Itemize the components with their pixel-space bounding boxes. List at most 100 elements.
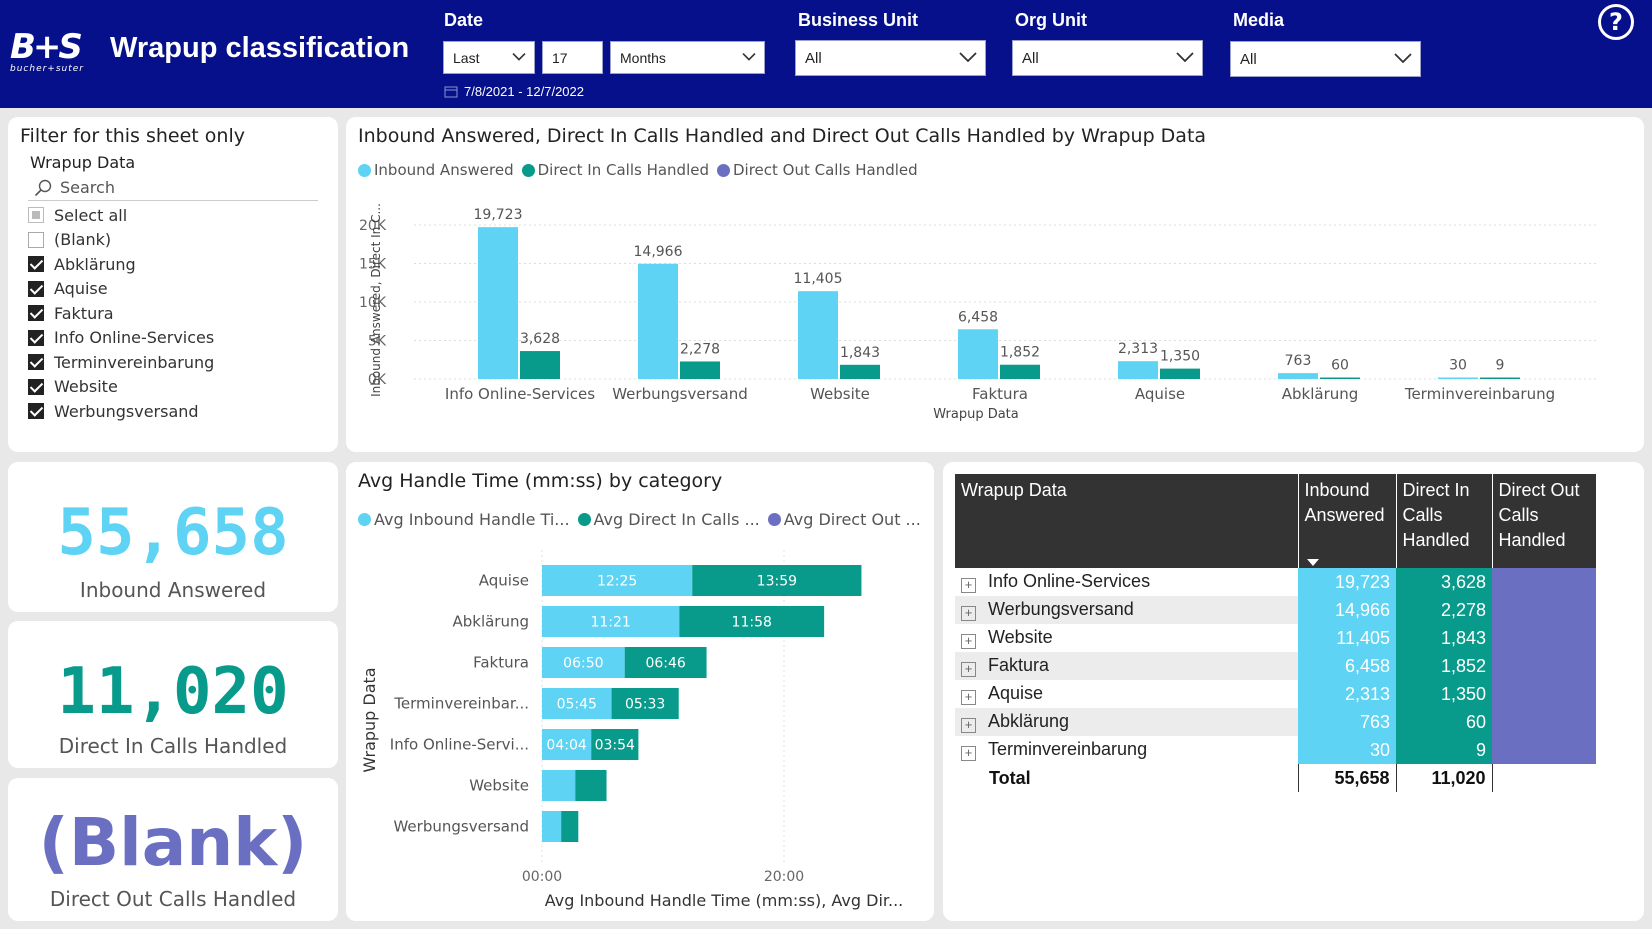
help-icon[interactable]: ? bbox=[1598, 4, 1634, 40]
wrapup-filter-slicer: Filter for this sheet only Wrapup Data S… bbox=[8, 117, 338, 452]
expand-icon[interactable]: + bbox=[961, 746, 976, 761]
slicer-search-input[interactable]: Search bbox=[28, 175, 318, 201]
col-header-direct-in[interactable]: Direct In Calls Handled bbox=[1396, 474, 1493, 568]
bar-segment bbox=[611, 688, 679, 719]
cell-inbound: 14,966 bbox=[1298, 596, 1396, 624]
data-label: 60 bbox=[1331, 358, 1349, 374]
slicer-item-label: Website bbox=[54, 377, 118, 397]
cell-inbound: 30 bbox=[1298, 736, 1396, 764]
expand-icon[interactable]: + bbox=[961, 634, 976, 649]
legend-item-direct-out[interactable]: Direct Out Calls Handled bbox=[717, 161, 918, 179]
data-label: 1,843 bbox=[840, 345, 880, 361]
checkbox[interactable] bbox=[28, 231, 44, 248]
slicer-item-blank[interactable]: (Blank) bbox=[28, 228, 214, 253]
bar-inbound-answered bbox=[638, 263, 678, 379]
legend-dot bbox=[358, 513, 371, 526]
x-tick-label: Website bbox=[810, 385, 870, 403]
page-title: Wrapup classification bbox=[110, 32, 410, 64]
checkbox[interactable] bbox=[28, 280, 44, 297]
logo-subtext: bucher+suter bbox=[10, 64, 85, 74]
media-dropdown[interactable]: All bbox=[1230, 41, 1421, 77]
expand-icon[interactable]: + bbox=[961, 690, 976, 705]
slicer-item-abklarung[interactable]: Abklärung bbox=[28, 252, 214, 277]
slicer-item-label: Faktura bbox=[54, 303, 114, 323]
date-relative-dropdown[interactable]: Last bbox=[443, 41, 535, 74]
checkbox[interactable] bbox=[28, 329, 44, 346]
org-unit-value: All bbox=[1022, 49, 1039, 67]
col-header-direct-out[interactable]: Direct Out Calls Handled bbox=[1492, 474, 1596, 568]
table-row[interactable]: + Abklärung 763 60 bbox=[955, 708, 1596, 736]
expand-icon[interactable]: + bbox=[961, 578, 976, 593]
bar-segment bbox=[542, 811, 562, 842]
cell-direct-out bbox=[1492, 624, 1596, 652]
slicer-item-info-online-services[interactable]: Info Online-Services bbox=[28, 326, 214, 351]
org-unit-dropdown[interactable]: All bbox=[1012, 40, 1203, 76]
cell-direct-out bbox=[1492, 736, 1596, 764]
chart-legend: Avg Inbound Handle Ti... Avg Direct In C… bbox=[358, 510, 921, 529]
data-label: 9 bbox=[1496, 358, 1505, 374]
chevron-down-icon bbox=[512, 52, 526, 61]
bar-segment bbox=[542, 688, 612, 719]
slicer-item-aquise[interactable]: Aquise bbox=[28, 277, 214, 302]
checkbox[interactable] bbox=[28, 256, 44, 273]
kpi-direct-in-calls: 11,020 Direct In Calls Handled bbox=[8, 621, 338, 768]
table-row[interactable]: + Werbungsversand 14,966 2,278 bbox=[955, 596, 1596, 624]
slicer-item-werbungsversand[interactable]: Werbungsversand bbox=[28, 399, 214, 424]
table-row[interactable]: + Aquise 2,313 1,350 bbox=[955, 680, 1596, 708]
expand-icon[interactable]: + bbox=[961, 606, 976, 621]
date-count-input[interactable]: 17 bbox=[542, 41, 603, 74]
legend-item-inbound[interactable]: Inbound Answered bbox=[358, 161, 514, 179]
table-row[interactable]: + Info Online-Services 19,723 3,628 bbox=[955, 568, 1596, 596]
legend-item-avg-inbound[interactable]: Avg Inbound Handle Ti... bbox=[358, 510, 570, 529]
slicer-item-terminvereinbarung[interactable]: Terminvereinbarung bbox=[28, 350, 214, 375]
checkbox[interactable] bbox=[28, 305, 44, 322]
bar-segment bbox=[591, 729, 639, 760]
chevron-down-icon bbox=[742, 52, 756, 61]
slicer-item-website[interactable]: Website bbox=[28, 375, 214, 400]
kpi-direct-out-calls: (Blank) Direct Out Calls Handled bbox=[8, 778, 338, 921]
date-relative-value: Last bbox=[453, 49, 480, 66]
x-tick-label: Faktura bbox=[972, 385, 1028, 403]
table-row[interactable]: + Terminvereinbarung 30 9 bbox=[955, 736, 1596, 764]
bar-segment bbox=[692, 565, 862, 596]
y-tick-label: 5K bbox=[368, 334, 387, 350]
date-unit-dropdown[interactable]: Months bbox=[610, 41, 765, 74]
expand-icon[interactable]: + bbox=[961, 718, 976, 733]
legend-dot bbox=[358, 163, 371, 177]
data-label: 11:21 bbox=[590, 615, 630, 631]
bar-inbound-answered bbox=[1118, 361, 1158, 379]
checkbox[interactable] bbox=[28, 403, 44, 420]
slicer-item-select-all[interactable]: Select all bbox=[28, 203, 214, 228]
org-unit-label: Org Unit bbox=[1015, 10, 1087, 30]
cell-direct-out bbox=[1492, 708, 1596, 736]
legend-item-direct-in[interactable]: Direct In Calls Handled bbox=[521, 161, 709, 179]
col-header-inbound[interactable]: Inbound Answered bbox=[1298, 474, 1397, 568]
row-name: + Werbungsversand bbox=[955, 596, 1298, 624]
data-label: 11:58 bbox=[732, 615, 772, 631]
cell-inbound: 6,458 bbox=[1298, 652, 1396, 680]
bar-inbound-answered bbox=[958, 329, 998, 379]
checkbox[interactable] bbox=[28, 378, 44, 395]
checkbox[interactable] bbox=[28, 354, 44, 371]
bar-segment bbox=[542, 565, 693, 596]
row-label: Terminvereinbarung bbox=[988, 739, 1148, 759]
kpi-label: Direct Out Calls Handled bbox=[49, 887, 297, 911]
date-range-text: 7/8/2021 - 12/7/2022 bbox=[464, 84, 584, 99]
slicer-item-faktura[interactable]: Faktura bbox=[28, 301, 214, 326]
business-unit-dropdown[interactable]: All bbox=[795, 40, 986, 76]
legend-item-avg-direct-out[interactable]: Avg Direct Out ... bbox=[767, 510, 921, 529]
legend-dot bbox=[767, 513, 781, 526]
y-tick-label: Aquise bbox=[479, 572, 529, 590]
expand-icon[interactable]: + bbox=[961, 662, 976, 677]
chevron-down-icon bbox=[959, 52, 977, 62]
bar-segment bbox=[679, 606, 825, 637]
slicer-item-label: (Blank) bbox=[54, 230, 112, 250]
legend-item-avg-direct-in[interactable]: Avg Direct In Calls ... bbox=[577, 510, 760, 529]
bar-inbound-answered bbox=[798, 291, 838, 379]
checkbox[interactable] bbox=[28, 207, 44, 224]
table-row[interactable]: + Faktura 6,458 1,852 bbox=[955, 652, 1596, 680]
chart-title: Avg Handle Time (mm:ss) by category bbox=[358, 470, 723, 492]
col-header-wrapup[interactable]: Wrapup Data bbox=[955, 474, 1299, 568]
cell-inbound: 763 bbox=[1298, 708, 1396, 736]
table-row[interactable]: + Website 11,405 1,843 bbox=[955, 624, 1596, 652]
